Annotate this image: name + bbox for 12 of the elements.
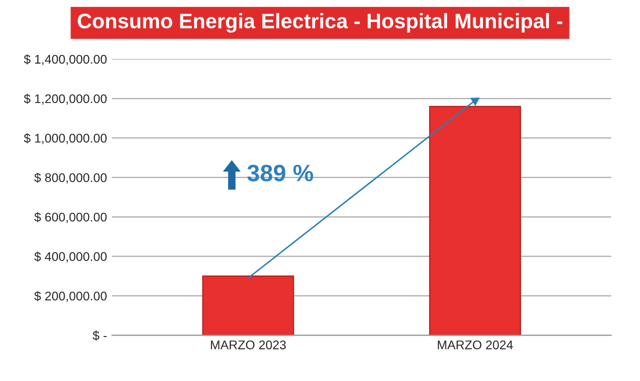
y-tick-label: $ 800,000.00	[34, 172, 107, 184]
y-tick-label: $ -	[92, 330, 107, 341]
x-tick-label: MARZO 2023	[210, 340, 286, 350]
x-tick-label: MARZO 2024	[438, 340, 513, 350]
annotation: 389 %	[247, 164, 314, 182]
y-tick-label: $ 1,400,000.00	[24, 54, 107, 66]
y-tick-label: $ 200,000.00	[34, 291, 107, 302]
y-tick-label: $ 400,000.00	[34, 252, 107, 262]
y-tick-label: $ 1,000,000.00	[24, 133, 107, 144]
y-tick-label: $ 600,000.00	[34, 212, 107, 224]
chart-title: Consumo Energia Electrica - Hospital Municipal -	[78, 13, 562, 33]
y-tick-label: $ 1,200,000.00	[24, 94, 107, 105]
